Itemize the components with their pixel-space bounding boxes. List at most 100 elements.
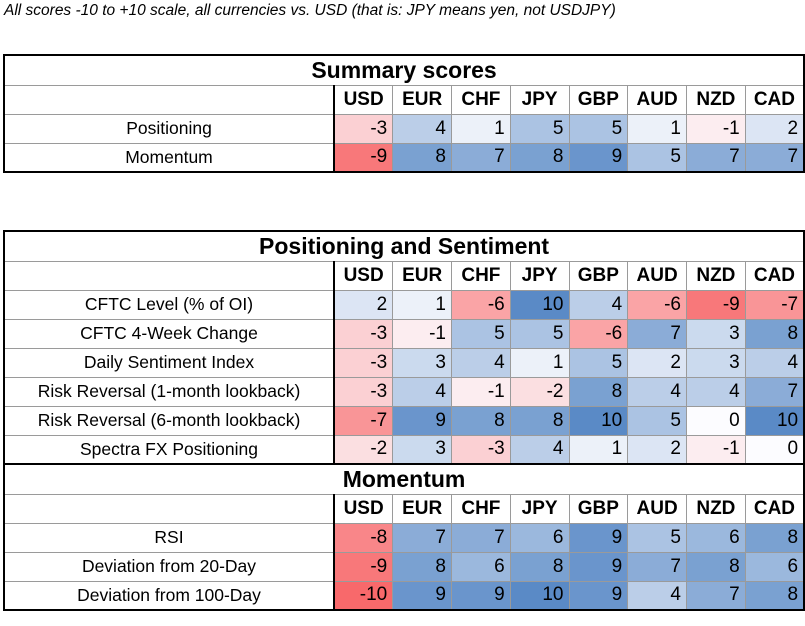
header-aud: AUD (627, 260, 687, 291)
score-cell-nzd: 0 (686, 405, 746, 436)
header-chf: CHF (451, 84, 511, 115)
row-label: Deviation from 20-Day (3, 551, 335, 582)
momentum-header-row: USD EUR CHF JPY GBP AUD NZD CAD (3, 493, 805, 524)
header-gbp: GBP (568, 260, 629, 291)
header-eur: EUR (392, 84, 452, 115)
score-cell-jpy: 10 (509, 289, 570, 320)
score-cell-eur: 3 (392, 434, 452, 465)
summary-rows: Positioning -3 4 1 5 5 1 -1 2 Momentum -9 8 7 8 9 5 7 7 (3, 113, 805, 173)
score-cell-nzd: 7 (686, 580, 746, 611)
positioning-title: Positioning and Sentiment (3, 230, 805, 262)
positioning-rows: CFTC Level (% of OI) 2 1 -6 10 4 -6 -9 -7 CFTC 4-… (3, 289, 805, 465)
score-cell-usd: -3 (333, 318, 394, 349)
summary-header-row: USD EUR CHF JPY GBP AUD NZD CAD (3, 84, 805, 115)
score-cell-chf: 1 (451, 113, 511, 144)
table-row: CFTC 4-Week Change -3 -1 5 5 -6 7 3 8 (3, 318, 805, 349)
header-jpy: JPY (509, 260, 570, 291)
score-cell-usd: -3 (333, 347, 394, 378)
score-cell-aud: -6 (627, 289, 687, 320)
header-blank (3, 260, 335, 291)
score-cell-eur: 8 (392, 551, 452, 582)
score-cell-gbp: 9 (568, 551, 629, 582)
row-label: Momentum (3, 142, 335, 173)
score-cell-jpy: 1 (509, 347, 570, 378)
header-eur: EUR (392, 260, 452, 291)
score-cell-chf: 4 (451, 347, 511, 378)
score-cell-cad: 7 (744, 376, 805, 407)
score-cell-cad: 10 (744, 405, 805, 436)
score-cell-usd: -3 (333, 113, 394, 144)
header-chf: CHF (451, 493, 511, 524)
score-cell-nzd: 7 (686, 142, 746, 173)
score-cell-aud: 4 (627, 580, 687, 611)
momentum-title: Momentum (3, 463, 805, 495)
row-label: CFTC Level (% of OI) (3, 289, 335, 320)
header-usd: USD (333, 260, 394, 291)
score-cell-eur: 8 (392, 142, 452, 173)
score-cell-eur: 3 (392, 347, 452, 378)
score-cell-aud: 7 (627, 318, 687, 349)
scale-caption: All scores -10 to +10 scale, all currenc… (4, 2, 616, 19)
table-row: RSI -8 7 7 6 9 5 6 8 (3, 522, 805, 553)
table-row: Positioning -3 4 1 5 5 1 -1 2 (3, 113, 805, 144)
score-cell-nzd: 8 (686, 551, 746, 582)
score-cell-gbp: 9 (568, 580, 629, 611)
score-cell-eur: 7 (392, 522, 452, 553)
score-cell-eur: 9 (392, 405, 452, 436)
score-cell-chf: 9 (451, 580, 511, 611)
momentum-rows: RSI -8 7 7 6 9 5 6 8 Deviation from 20-Day -9 8 6 8 9 7… (3, 522, 805, 611)
header-chf: CHF (451, 260, 511, 291)
score-cell-eur: 4 (392, 376, 452, 407)
score-cell-aud: 2 (627, 347, 687, 378)
row-label: Risk Reversal (6-month lookback) (3, 405, 335, 436)
score-cell-aud: 5 (627, 405, 687, 436)
header-nzd: NZD (686, 260, 746, 291)
table-row: Spectra FX Positioning -2 3 -3 4 1 2 -1 0 (3, 434, 805, 465)
score-cell-chf: -1 (451, 376, 511, 407)
score-cell-gbp: 4 (568, 289, 629, 320)
score-cell-eur: -1 (392, 318, 452, 349)
score-cell-nzd: -1 (686, 434, 746, 465)
score-cell-cad: 0 (744, 434, 805, 465)
header-cad: CAD (744, 493, 805, 524)
score-cell-cad: 8 (744, 580, 805, 611)
score-cell-jpy: 5 (509, 113, 570, 144)
header-nzd: NZD (686, 84, 746, 115)
header-blank (3, 493, 335, 524)
score-cell-gbp: -6 (568, 318, 629, 349)
score-cell-aud: 7 (627, 551, 687, 582)
score-cell-eur: 9 (392, 580, 452, 611)
score-cell-chf: -3 (451, 434, 511, 465)
score-cell-nzd: 4 (686, 376, 746, 407)
score-cell-usd: -8 (333, 522, 394, 553)
score-cell-cad: 7 (744, 142, 805, 173)
row-label: Positioning (3, 113, 335, 144)
score-cell-gbp: 9 (568, 522, 629, 553)
table-row: Risk Reversal (1-month lookback) -3 4 -1 -2 8… (3, 376, 805, 407)
score-cell-cad: 4 (744, 347, 805, 378)
row-label: CFTC 4-Week Change (3, 318, 335, 349)
header-gbp: GBP (568, 493, 629, 524)
header-usd: USD (333, 493, 394, 524)
score-cell-nzd: 6 (686, 522, 746, 553)
row-label: Spectra FX Positioning (3, 434, 335, 465)
score-cell-gbp: 8 (568, 376, 629, 407)
score-cell-aud: 4 (627, 376, 687, 407)
score-cell-jpy: 5 (509, 318, 570, 349)
header-cad: CAD (744, 84, 805, 115)
header-jpy: JPY (509, 84, 570, 115)
score-cell-usd: 2 (333, 289, 394, 320)
header-aud: AUD (627, 84, 687, 115)
table-row: CFTC Level (% of OI) 2 1 -6 10 4 -6 -9 -7 (3, 289, 805, 320)
header-gbp: GBP (568, 84, 629, 115)
score-cell-usd: -7 (333, 405, 394, 436)
score-cell-aud: 5 (627, 522, 687, 553)
score-cell-usd: -2 (333, 434, 394, 465)
detail-table: Positioning and Sentiment USD EUR CHF JP… (3, 230, 805, 611)
table-row: Risk Reversal (6-month lookback) -7 9 8 8 10 5… (3, 405, 805, 436)
score-cell-nzd: -9 (686, 289, 746, 320)
score-cell-usd: -3 (333, 376, 394, 407)
header-aud: AUD (627, 493, 687, 524)
score-cell-chf: 5 (451, 318, 511, 349)
score-cell-eur: 4 (392, 113, 452, 144)
